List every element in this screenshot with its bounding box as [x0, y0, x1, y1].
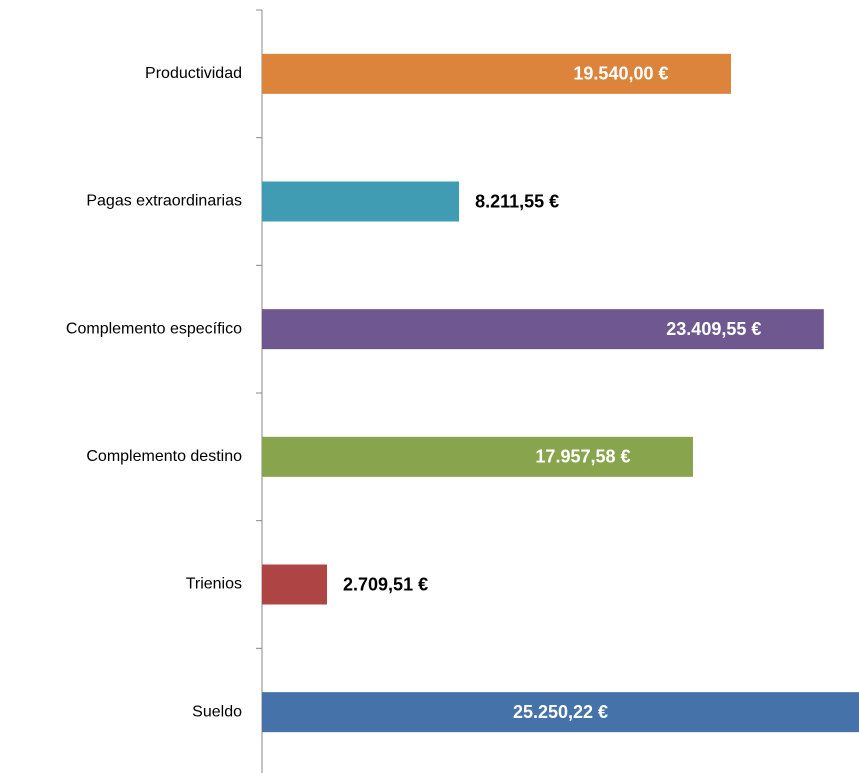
bar	[262, 309, 824, 350]
value-label: 17.957,58 €	[535, 447, 630, 467]
category-label: Sueldo	[192, 703, 242, 720]
bar	[262, 564, 328, 605]
bar	[262, 436, 693, 477]
category-label: Productividad	[145, 65, 242, 82]
category-label: Trienios	[186, 576, 242, 593]
bar	[262, 53, 731, 94]
value-label: 8.211,55 €	[475, 191, 559, 211]
bar	[262, 181, 460, 222]
category-label: Complemento destino	[86, 448, 242, 465]
value-label: 25.250,22 €	[513, 702, 608, 722]
category-label: Complemento específico	[66, 320, 242, 337]
bar	[262, 692, 859, 733]
value-label: 2.709,51 €	[343, 574, 428, 594]
category-label: Pagas extraordinarias	[86, 193, 242, 210]
value-label: 19.540,00 €	[573, 64, 668, 84]
value-label: 23.409,55 €	[666, 319, 761, 339]
